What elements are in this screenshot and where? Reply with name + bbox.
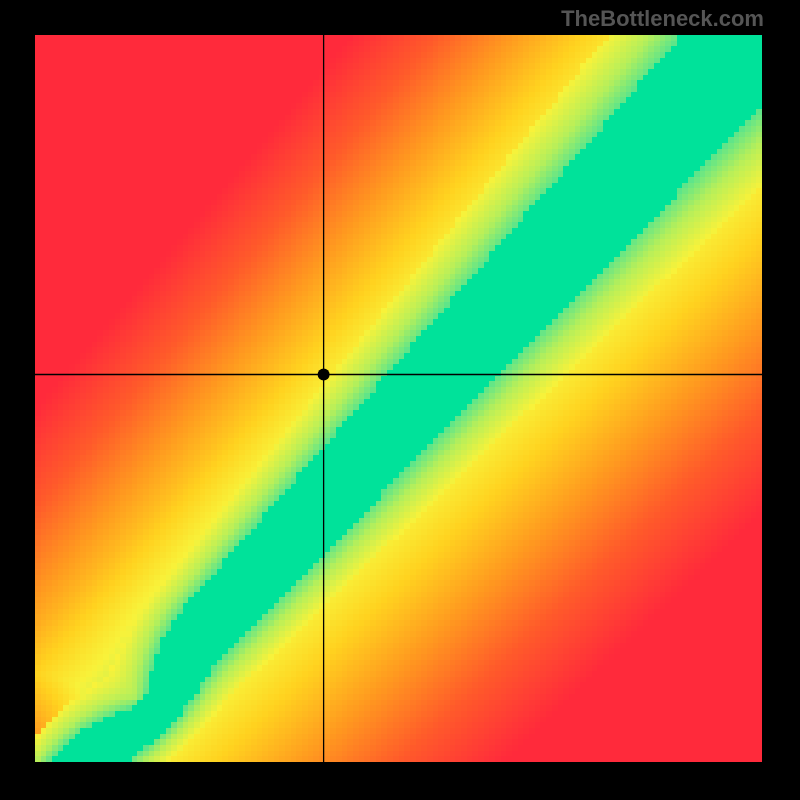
- heatmap-canvas: [0, 0, 800, 800]
- chart-container: TheBottleneck.com: [0, 0, 800, 800]
- watermark-text: TheBottleneck.com: [561, 6, 764, 32]
